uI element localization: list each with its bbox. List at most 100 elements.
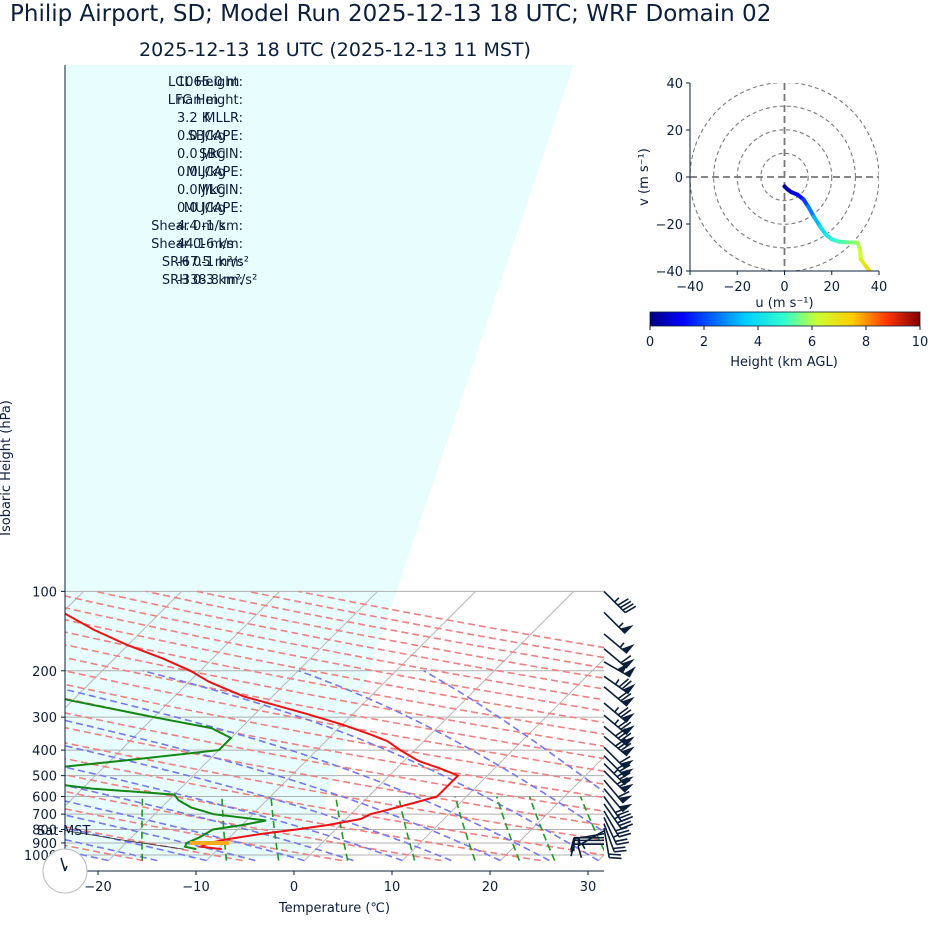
wind-barb [603, 675, 636, 695]
temperature-profile [65, 612, 460, 851]
colorbar-tick-label: 10 [912, 335, 928, 350]
dry-adiabat [65, 697, 604, 799]
moist-adiabat [298, 670, 604, 833]
isotherm-line [108, 591, 378, 861]
stat-label-mllr: MLLR: [204, 111, 243, 126]
mixing-ratio-line [397, 796, 416, 861]
hodograph-x-tick-label: 0 [780, 280, 788, 295]
x-tick-label: 0 [290, 880, 298, 895]
hodograph-y-tick-label: 40 [666, 77, 683, 92]
colorbar-tick-label: 6 [808, 335, 816, 350]
stat-label-shear06: Shear 0-6 km: [151, 237, 243, 252]
hodograph-segment [806, 204, 817, 219]
y-tick-label: 400 [32, 744, 57, 759]
y-tick-label: 200 [32, 665, 57, 680]
stat-value-mlcin: 0.0 J/kg [177, 183, 226, 198]
dry-adiabat [65, 757, 604, 856]
stat-value-shear06: 44.1 m/s [177, 237, 234, 252]
stat-label-lcl: LCL Height: [168, 75, 243, 90]
y-tick-label: 100 [32, 585, 57, 600]
y-tick-label: 700 [32, 808, 57, 823]
moist-adiabat [65, 719, 501, 862]
colorbar-tick-label: 4 [754, 335, 762, 350]
wind-barb [603, 803, 634, 830]
stat-value-lfc: nan m [177, 93, 218, 108]
mixing-ratio-line [141, 796, 144, 861]
freezing-shade [65, 65, 574, 859]
mixing-ratio-line [495, 796, 521, 861]
colorbar-tick-label: 0 [646, 335, 654, 350]
hodograph-x-tick-label: −20 [724, 280, 751, 295]
clock-icon [42, 848, 88, 894]
moist-adiabat [65, 814, 256, 862]
wind-barb [603, 686, 635, 707]
moist-adiabat [65, 800, 305, 862]
wind-barb [603, 714, 635, 736]
mixing-ratio-line [335, 796, 349, 861]
stat-label-srh03: SRH 0-3 km: [162, 273, 243, 288]
stat-label-mlcape: MLCAPE: [186, 165, 243, 180]
skewt-plot-area [65, 65, 604, 862]
stat-label-lfc: LFC Height: [168, 93, 243, 108]
x-tick-label: 20 [482, 880, 499, 895]
moist-adiabat [65, 827, 207, 862]
wind-barb [603, 770, 634, 793]
stat-label-shear01: Shear 0-1 km: [151, 219, 243, 234]
x-axis-label: Temperature (℃) [278, 901, 390, 916]
stat-label-sbcin: SBCIN: [199, 147, 243, 162]
moist-adiabat [142, 670, 599, 862]
wind-barb [603, 746, 634, 769]
stat-value-shear01: 4.4 m/s [177, 219, 226, 234]
sounding-stats: LCL Height: 1065.0 m LFC Height: nan m M… [151, 75, 257, 288]
wind-barb [603, 827, 622, 860]
y-tick-label: 600 [32, 791, 57, 806]
isotherm-line [65, 591, 280, 807]
x-tick-label: 30 [580, 880, 597, 895]
colorbar-gradient [649, 311, 921, 327]
y-tick-label: 300 [32, 711, 57, 726]
colorbar-tick-label: 2 [700, 335, 708, 350]
hodograph-x-tick-label: 20 [823, 280, 840, 295]
y-tick-label: 500 [32, 770, 57, 785]
y-axis-label: Isobaric Height (hPa) [0, 400, 14, 536]
figure-title: Philip Airport, SD; Model Run 2025-12-13… [10, 1, 771, 27]
hodograph-segment [864, 264, 872, 271]
stat-value-srh01: -67.5 m²/s² [177, 255, 249, 270]
wind-barb [570, 843, 604, 857]
y-tick-label: 800 [32, 823, 57, 838]
wind-barb [603, 779, 633, 804]
hodograph-plot-area [690, 83, 879, 271]
dry-adiabat [65, 726, 604, 827]
hodograph-y-tick-label: −40 [656, 265, 683, 280]
x-tick-label: 10 [384, 880, 401, 895]
isotherm-line [402, 658, 604, 861]
hodograph-y-tick-label: −20 [656, 218, 683, 233]
isotherm-line [65, 591, 182, 709]
isotherm-line [598, 854, 604, 861]
height-colorbar: 0 2 4 6 8 10 Height (km AGL) [646, 311, 928, 370]
dry-adiabat [65, 826, 243, 862]
colorbar-tick-label: 8 [862, 335, 870, 350]
wind-barb [570, 839, 604, 853]
wind-barb [603, 823, 627, 853]
dry-adiabat [65, 790, 442, 862]
wind-barb [603, 735, 635, 757]
hodograph-y-tick-label: 20 [666, 124, 683, 139]
wind-barb [603, 817, 629, 846]
stat-label-mucape: MUCAPE: [184, 201, 243, 216]
figure-subtitle: 2025-12-13 18 UTC (2025-12-13 11 MST) [139, 39, 531, 61]
wind-barb [603, 702, 635, 723]
hodograph-y-tick-label: 0 [675, 171, 683, 186]
stat-label-srh01: SRH 0-1 km: [162, 255, 243, 270]
x-tick-label: −10 [182, 880, 209, 895]
stat-value-sbcin: 0.0 J/kg [177, 147, 226, 162]
colorbar-label: Height (km AGL) [730, 355, 838, 370]
mixing-ratio-line [454, 796, 476, 861]
x-tick-label: −20 [84, 880, 111, 895]
stat-value-mucape: 0.0 J/kg [177, 201, 226, 216]
stat-label-mlcin: MLCIN: [198, 183, 243, 198]
stat-label-sbcape: SBCAPE: [188, 129, 243, 144]
stat-value-mllr: 3.2 K [177, 111, 211, 126]
dry-adiabat [65, 606, 604, 712]
